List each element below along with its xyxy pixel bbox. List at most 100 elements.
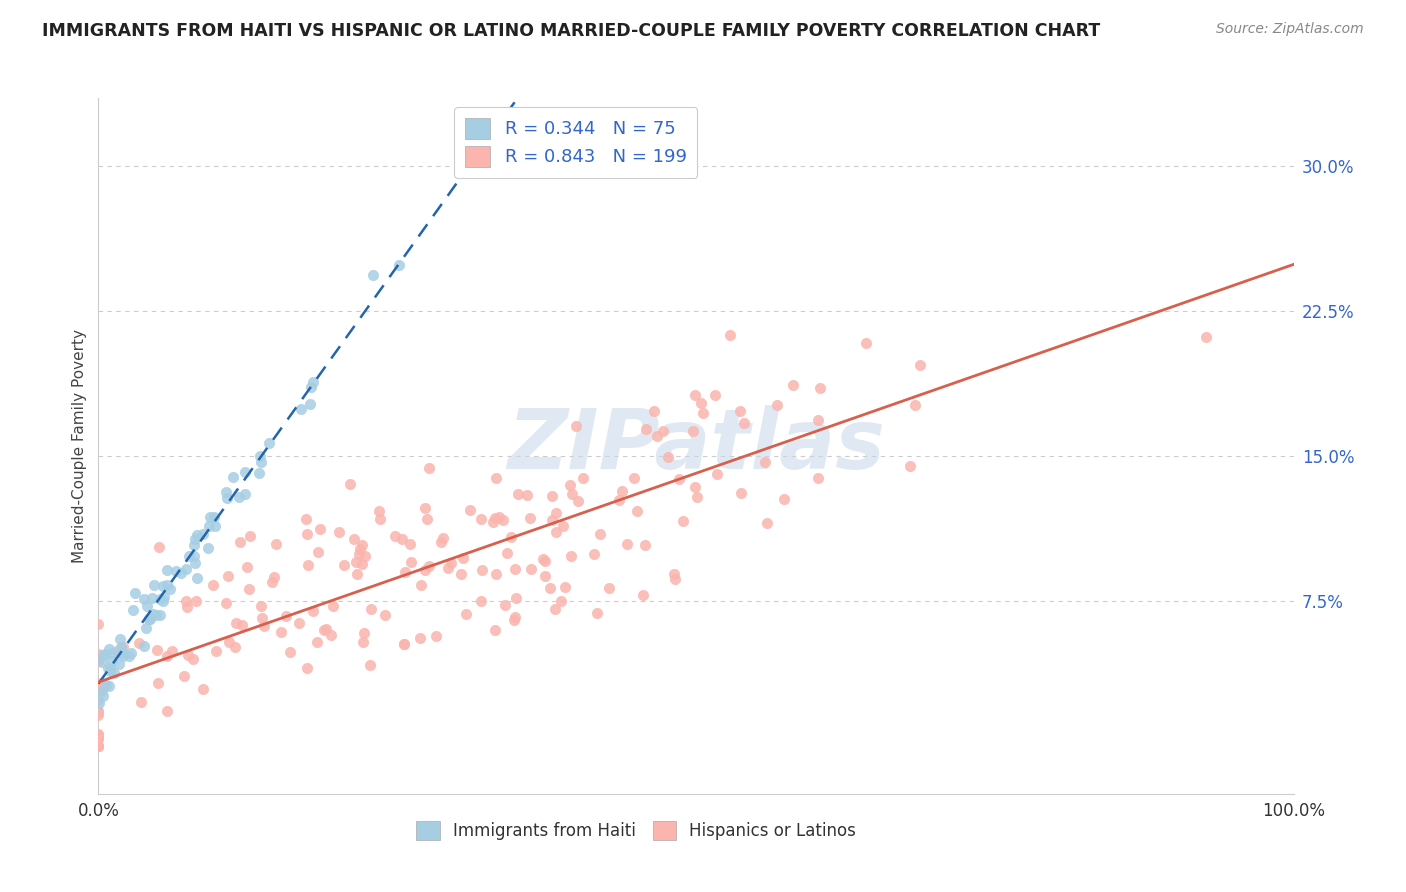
Point bbox=[339, 477, 361, 491]
Point bbox=[616, 537, 638, 551]
Point bbox=[249, 449, 271, 463]
Point bbox=[87, 683, 110, 698]
Point bbox=[672, 514, 695, 528]
Point bbox=[485, 470, 508, 484]
Point bbox=[165, 565, 187, 579]
Point bbox=[664, 572, 686, 586]
Point bbox=[626, 503, 648, 517]
Point bbox=[215, 596, 238, 610]
Point bbox=[215, 484, 238, 499]
Point bbox=[124, 586, 146, 600]
Point bbox=[368, 512, 391, 526]
Point bbox=[128, 635, 150, 649]
Point bbox=[634, 422, 657, 436]
Point bbox=[682, 424, 704, 438]
Point bbox=[152, 594, 174, 608]
Point bbox=[217, 569, 239, 583]
Point bbox=[425, 629, 447, 643]
Point bbox=[322, 599, 344, 613]
Point bbox=[295, 511, 318, 525]
Point bbox=[97, 679, 120, 693]
Point bbox=[297, 558, 319, 573]
Point bbox=[202, 510, 225, 524]
Point bbox=[418, 461, 440, 475]
Point bbox=[136, 599, 159, 613]
Point bbox=[204, 518, 226, 533]
Point bbox=[197, 541, 219, 555]
Point bbox=[333, 558, 356, 573]
Point bbox=[121, 603, 143, 617]
Point bbox=[496, 546, 519, 560]
Point bbox=[193, 527, 215, 541]
Point bbox=[181, 651, 204, 665]
Point bbox=[754, 455, 776, 469]
Point bbox=[111, 649, 134, 664]
Point bbox=[808, 381, 831, 395]
Point bbox=[484, 623, 506, 637]
Point bbox=[156, 648, 179, 663]
Point bbox=[87, 696, 110, 710]
Point bbox=[302, 604, 325, 618]
Point bbox=[686, 491, 709, 505]
Point bbox=[352, 635, 374, 649]
Point bbox=[346, 567, 368, 582]
Point bbox=[270, 625, 292, 640]
Point bbox=[103, 666, 125, 681]
Point bbox=[235, 559, 257, 574]
Point bbox=[773, 492, 796, 507]
Point bbox=[87, 739, 110, 753]
Point bbox=[91, 648, 114, 662]
Point bbox=[152, 590, 174, 604]
Point bbox=[634, 539, 657, 553]
Point bbox=[538, 581, 561, 595]
Point bbox=[215, 491, 238, 506]
Point bbox=[91, 689, 114, 703]
Point bbox=[238, 582, 260, 596]
Point bbox=[651, 424, 673, 438]
Point bbox=[349, 541, 371, 556]
Point bbox=[87, 739, 110, 753]
Point bbox=[177, 648, 200, 663]
Point bbox=[560, 478, 582, 492]
Point bbox=[361, 268, 384, 283]
Point bbox=[87, 728, 110, 742]
Point bbox=[503, 613, 526, 627]
Point bbox=[174, 594, 197, 608]
Point bbox=[399, 537, 422, 551]
Point bbox=[534, 568, 557, 582]
Point bbox=[250, 599, 273, 613]
Point bbox=[567, 494, 589, 508]
Point bbox=[149, 592, 172, 607]
Point bbox=[186, 571, 208, 585]
Point bbox=[170, 566, 193, 580]
Point bbox=[146, 643, 169, 657]
Point bbox=[108, 657, 131, 671]
Point bbox=[91, 684, 114, 698]
Point bbox=[156, 578, 179, 592]
Point bbox=[87, 617, 110, 632]
Point bbox=[87, 706, 110, 720]
Point bbox=[312, 623, 335, 637]
Point bbox=[354, 549, 377, 563]
Point bbox=[343, 532, 366, 546]
Point bbox=[290, 402, 312, 417]
Point bbox=[328, 525, 350, 540]
Point bbox=[87, 727, 110, 741]
Point bbox=[392, 637, 415, 651]
Point bbox=[225, 615, 247, 630]
Point bbox=[516, 488, 538, 502]
Point bbox=[374, 608, 396, 623]
Point bbox=[87, 739, 110, 753]
Point bbox=[384, 529, 406, 543]
Point bbox=[657, 450, 679, 464]
Point bbox=[177, 549, 200, 563]
Point bbox=[782, 378, 804, 392]
Point bbox=[202, 578, 225, 592]
Point bbox=[250, 611, 273, 625]
Point bbox=[184, 594, 207, 608]
Point bbox=[87, 676, 110, 690]
Point bbox=[176, 599, 198, 614]
Point bbox=[276, 609, 298, 624]
Point bbox=[233, 487, 256, 501]
Point bbox=[105, 644, 128, 658]
